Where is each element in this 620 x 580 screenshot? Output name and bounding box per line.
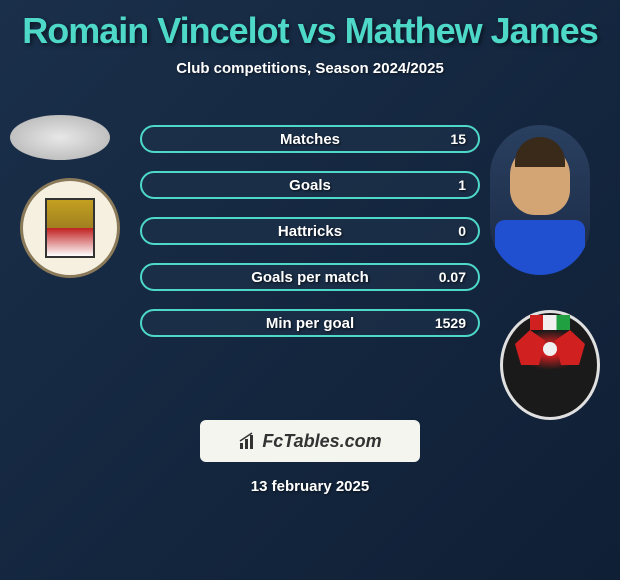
stat-row: Goals 1 — [140, 171, 480, 199]
stat-row: Goals per match 0.07 — [140, 263, 480, 291]
club-badge-right — [500, 310, 600, 420]
player-jersey-icon — [495, 220, 585, 275]
site-name: FcTables.com — [262, 431, 381, 452]
stat-label: Matches — [142, 131, 478, 148]
stat-label: Goals per match — [142, 269, 478, 286]
comparison-title: Romain Vincelot vs Matthew James — [0, 0, 620, 52]
club-badge-left — [20, 178, 120, 278]
season-subtitle: Club competitions, Season 2024/2025 — [0, 60, 620, 77]
player-right-photo — [490, 125, 590, 275]
stat-value: 1 — [458, 177, 466, 193]
stat-value: 0.07 — [439, 269, 466, 285]
player-face-icon — [510, 145, 570, 215]
stat-row: Min per goal 1529 — [140, 309, 480, 337]
stat-row: Matches 15 — [140, 125, 480, 153]
stat-label: Min per goal — [142, 315, 478, 332]
badge-feathers-icon — [530, 315, 570, 330]
chart-icon — [238, 431, 258, 451]
stats-table: Matches 15 Goals 1 Hattricks 0 Goals per… — [140, 125, 480, 355]
comparison-date: 13 february 2025 — [0, 478, 620, 495]
site-branding-badge: FcTables.com — [200, 420, 420, 462]
player-left-photo — [10, 115, 110, 160]
stat-label: Goals — [142, 177, 478, 194]
stat-row: Hattricks 0 — [140, 217, 480, 245]
stat-label: Hattricks — [142, 223, 478, 240]
stat-value: 1529 — [435, 315, 466, 331]
stat-value: 0 — [458, 223, 466, 239]
stat-value: 15 — [450, 131, 466, 147]
badge-dragons-icon — [515, 330, 585, 370]
badge-crest-icon — [45, 198, 95, 258]
